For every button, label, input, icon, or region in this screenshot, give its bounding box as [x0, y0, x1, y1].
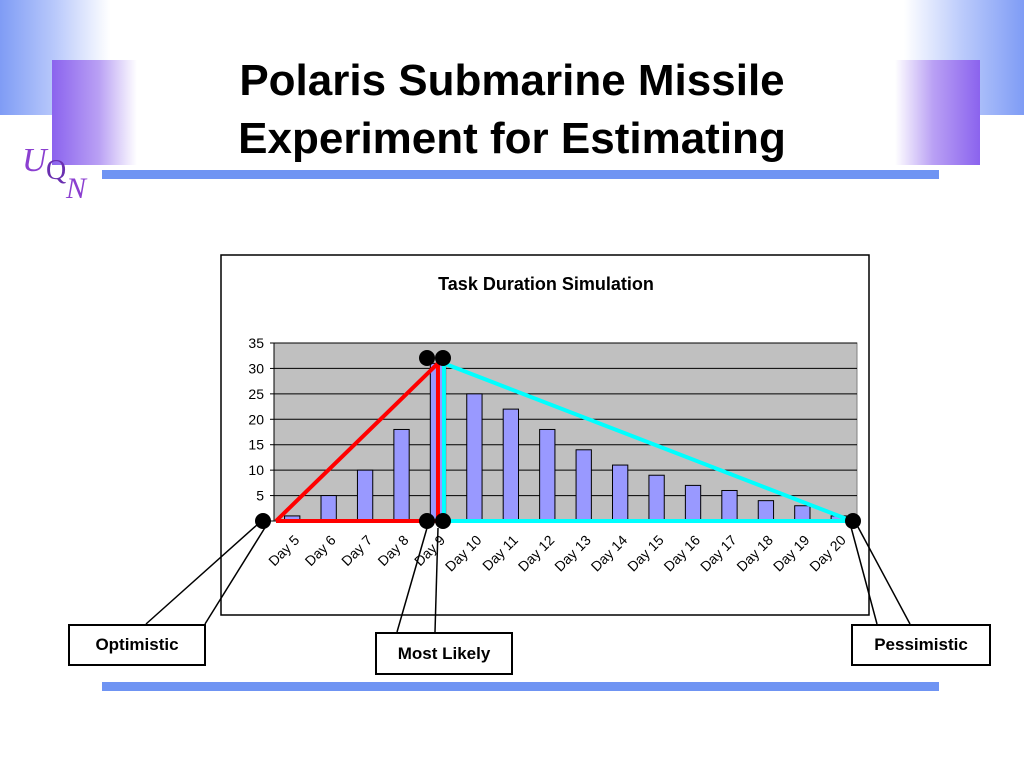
bar-day-14	[612, 464, 629, 522]
y-tick-label: 15	[248, 437, 264, 453]
bar-day-17	[721, 489, 738, 522]
y-tick-label: 25	[248, 386, 264, 402]
pessimistic-dot	[845, 513, 861, 529]
peak-dot-left	[419, 350, 435, 366]
pessimistic-connector	[850, 526, 878, 625]
optimistic-connector	[145, 523, 259, 625]
bar-day-13	[575, 449, 592, 522]
pessimistic-callout: Pessimistic	[851, 624, 991, 666]
bar-day-10	[466, 393, 483, 522]
slide-title: Polaris Submarine Missile Experiment for…	[110, 52, 914, 168]
y-tick-label: 20	[248, 411, 264, 427]
bar-day-6	[320, 495, 337, 522]
most-likely-connector	[434, 527, 439, 633]
bottom-divider	[102, 682, 939, 691]
pessimistic-connector	[857, 526, 911, 625]
peak-dot-right	[435, 350, 451, 366]
y-tick-label: 10	[248, 462, 264, 478]
most-likely-dot-left	[419, 513, 435, 529]
most-likely-dot-right	[435, 513, 451, 529]
bar-day-15	[648, 474, 665, 522]
optimistic-connector	[204, 525, 267, 625]
y-tick-label: 5	[256, 488, 264, 504]
uqn-logo: U Q N	[22, 142, 87, 205]
bar-day-12	[539, 428, 556, 522]
slide-title-line2: Experiment for Estimating	[238, 114, 786, 163]
most-likely-callout: Most Likely	[375, 632, 513, 675]
optimistic-triangle	[274, 361, 440, 523]
right-violet-panel	[895, 60, 980, 165]
y-tick-label: 35	[248, 335, 264, 351]
most-likely-connector	[396, 527, 428, 633]
y-tick-label: 30	[248, 360, 264, 376]
chart-title: Task Duration Simulation	[438, 274, 654, 294]
slide-title-line1: Polaris Submarine Missile	[239, 56, 785, 105]
bar-day-8	[393, 428, 410, 522]
optimistic-callout: Optimistic	[68, 624, 206, 666]
pessimistic-triangle	[441, 361, 854, 523]
bar-day-16	[684, 484, 702, 522]
bar-day-11	[502, 408, 519, 522]
bar-day-18	[757, 500, 775, 522]
bar-day-19	[794, 505, 811, 522]
bar-day-7	[356, 469, 374, 522]
optimistic-dot	[255, 513, 271, 529]
top-divider	[102, 170, 939, 179]
left-violet-panel	[52, 60, 137, 165]
